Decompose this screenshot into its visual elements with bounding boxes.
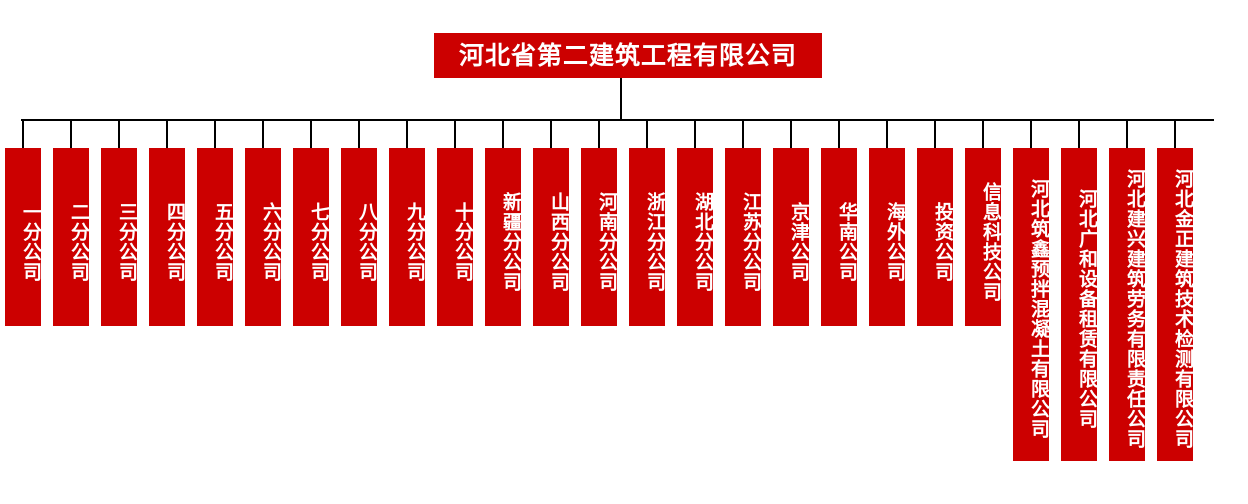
- leaf-drop-connector: [406, 119, 408, 148]
- leaf-drop-connector: [694, 119, 696, 148]
- org-node[interactable]: 投资公司: [917, 148, 953, 326]
- org-node[interactable]: 河北广和设备租赁有限公司: [1061, 148, 1097, 461]
- org-node[interactable]: 浙江分公司: [629, 148, 665, 326]
- org-node-label: 七分公司: [308, 201, 329, 282]
- org-node-label: 八分公司: [356, 201, 377, 282]
- root-stem-connector: [620, 78, 622, 120]
- org-node[interactable]: 新疆分公司: [485, 148, 521, 326]
- org-node-label: 河北筑鑫预拌混凝土有限公司: [1028, 179, 1049, 439]
- org-node-label: 新疆分公司: [500, 191, 521, 292]
- leaf-drop-connector: [886, 119, 888, 148]
- org-node-label: 十分公司: [452, 201, 473, 282]
- org-node-label: 四分公司: [164, 201, 185, 282]
- org-node-label: 二分公司: [68, 201, 89, 282]
- leaf-drop-connector: [22, 119, 24, 148]
- org-node[interactable]: 五分公司: [197, 148, 233, 326]
- org-node-label: 五分公司: [212, 201, 233, 282]
- org-node[interactable]: 湖北分公司: [677, 148, 713, 326]
- leaf-drop-connector: [70, 119, 72, 148]
- org-node[interactable]: 河北金正建筑技术检测有限公司: [1157, 148, 1193, 461]
- leaf-drop-connector: [838, 119, 840, 148]
- org-node-label: 三分公司: [116, 201, 137, 282]
- leaf-drop-connector: [982, 119, 984, 148]
- org-node-label: 河北建兴建筑劳务有限责任公司: [1124, 169, 1145, 449]
- org-node[interactable]: 华南公司: [821, 148, 857, 326]
- leaf-drop-connector: [1078, 119, 1080, 148]
- leaf-drop-connector: [1126, 119, 1128, 148]
- org-node-label: 京津公司: [788, 201, 809, 282]
- leaf-drop-connector: [790, 119, 792, 148]
- org-node-label: 海外公司: [884, 201, 905, 282]
- org-node[interactable]: 六分公司: [245, 148, 281, 326]
- org-node-label: 华南公司: [836, 201, 857, 282]
- org-node-label: 河北广和设备租赁有限公司: [1076, 189, 1097, 429]
- org-node[interactable]: 海外公司: [869, 148, 905, 326]
- leaf-drop-connector: [742, 119, 744, 148]
- org-node-label: 信息科技公司: [980, 181, 1001, 302]
- org-node[interactable]: 四分公司: [149, 148, 185, 326]
- org-node-label: 河北金正建筑技术检测有限公司: [1172, 169, 1193, 449]
- leaf-drop-connector: [1030, 119, 1032, 148]
- leaf-drop-connector: [1174, 119, 1176, 148]
- org-root-node[interactable]: 河北省第二建筑工程有限公司: [434, 33, 822, 78]
- org-node-label: 九分公司: [404, 201, 425, 282]
- org-node[interactable]: 九分公司: [389, 148, 425, 326]
- org-node[interactable]: 河北筑鑫预拌混凝土有限公司: [1013, 148, 1049, 461]
- leaf-drop-connector: [646, 119, 648, 148]
- org-node-label: 湖北分公司: [692, 191, 713, 292]
- org-node[interactable]: 江苏分公司: [725, 148, 761, 326]
- org-node[interactable]: 河北建兴建筑劳务有限责任公司: [1109, 148, 1145, 461]
- org-node[interactable]: 一分公司: [5, 148, 41, 326]
- org-node[interactable]: 二分公司: [53, 148, 89, 326]
- leaf-drop-connector: [502, 119, 504, 148]
- org-node[interactable]: 三分公司: [101, 148, 137, 326]
- org-node[interactable]: 七分公司: [293, 148, 329, 326]
- leaf-drop-connector: [358, 119, 360, 148]
- leaf-drop-connector: [118, 119, 120, 148]
- org-node-label: 投资公司: [932, 201, 953, 282]
- leaf-drop-connector: [934, 119, 936, 148]
- org-node-label: 河南分公司: [596, 191, 617, 292]
- org-node-label: 山西分公司: [548, 191, 569, 292]
- leaf-drop-connector: [166, 119, 168, 148]
- org-node-label: 江苏分公司: [740, 191, 761, 292]
- org-node-label: 一分公司: [20, 201, 41, 282]
- org-node[interactable]: 信息科技公司: [965, 148, 1001, 326]
- leaf-drop-connector: [262, 119, 264, 148]
- org-node-label: 浙江分公司: [644, 191, 665, 292]
- leaf-drop-connector: [550, 119, 552, 148]
- org-node[interactable]: 河南分公司: [581, 148, 617, 326]
- org-node[interactable]: 八分公司: [341, 148, 377, 326]
- org-node-label: 六分公司: [260, 201, 281, 282]
- leaf-drop-connector: [598, 119, 600, 148]
- org-node[interactable]: 十分公司: [437, 148, 473, 326]
- leaf-drop-connector: [310, 119, 312, 148]
- org-node[interactable]: 京津公司: [773, 148, 809, 326]
- leaf-drop-connector: [214, 119, 216, 148]
- leaf-drop-connector: [454, 119, 456, 148]
- horizontal-bus-connector: [21, 119, 1214, 121]
- org-node[interactable]: 山西分公司: [533, 148, 569, 326]
